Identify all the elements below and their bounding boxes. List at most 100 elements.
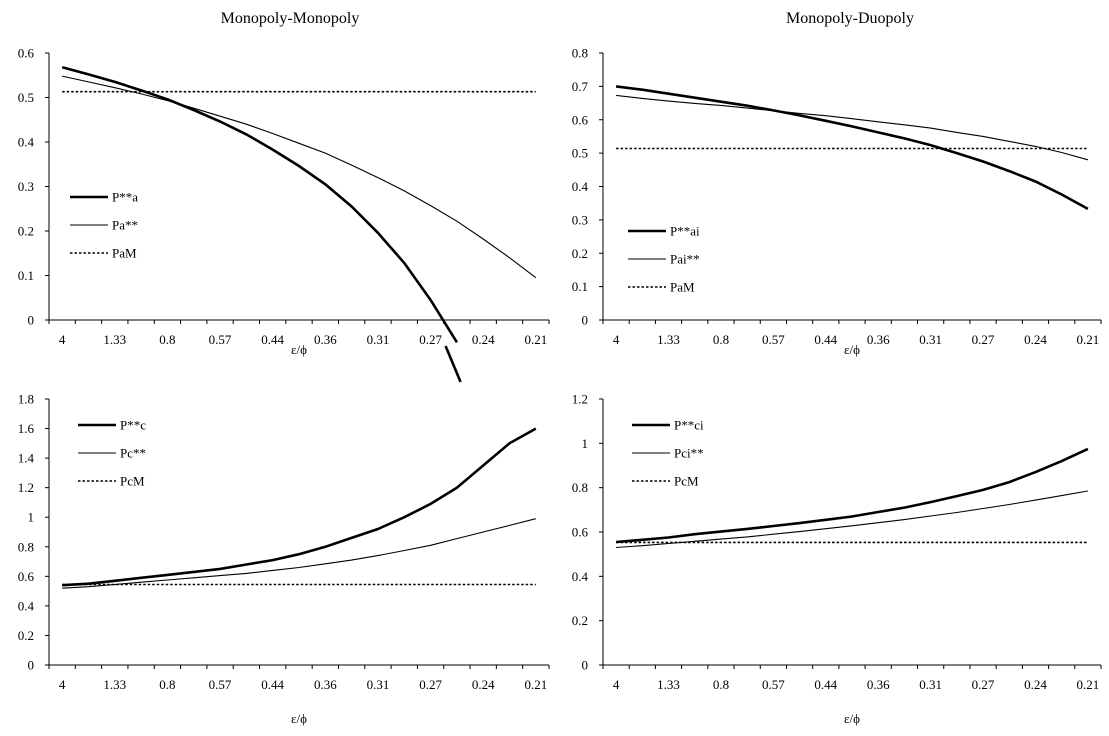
- y-tick-label: 0: [28, 313, 35, 328]
- x-tick-label: 0.31: [367, 332, 390, 347]
- series-line-Pai**: [616, 94, 1089, 161]
- y-tick-label: 0.1: [572, 279, 588, 294]
- x-tick-label: 0.8: [713, 677, 729, 692]
- y-tick-label: 1.6: [18, 421, 35, 436]
- legend-label: PaM: [670, 280, 695, 295]
- legend-label: Pc**: [120, 446, 146, 461]
- y-tick-label: 0.2: [572, 613, 588, 628]
- x-tick-label: 0.57: [209, 332, 232, 347]
- y-tick-label: 0.7: [572, 79, 589, 94]
- x-tick-label: 0.44: [814, 332, 837, 347]
- x-tick-label: 0.57: [762, 332, 785, 347]
- legend-label: Pci**: [674, 446, 704, 461]
- y-tick-label: 0.8: [18, 539, 34, 554]
- x-tick-label: 4: [59, 677, 66, 692]
- series-line-continuation: [444, 345, 462, 383]
- y-tick-label: 1.4: [18, 451, 35, 466]
- x-tick-label: 0.31: [367, 677, 390, 692]
- y-tick-label: 0.1: [18, 268, 34, 283]
- chart-panel-1: Monopoly-Monopoly 0 0.1 0.2 0.3 0.4 0.5 0.6 4 1.3…: [18, 10, 550, 357]
- y-tick-label: 0.2: [18, 628, 34, 643]
- series-line-Pci**: [616, 490, 1088, 549]
- x-tick-label: 0.21: [524, 677, 547, 692]
- x-tick-label: 0.8: [159, 332, 175, 347]
- x-tick-label: 1.33: [657, 677, 680, 692]
- y-tick-label: 0: [582, 658, 589, 673]
- legend-label: P**a: [112, 190, 138, 205]
- y-tick-label: 0.4: [18, 135, 35, 150]
- y-tick-label: 0.6: [18, 46, 35, 61]
- y-tick-label: 0.5: [572, 146, 588, 161]
- y-tick-label: 0.8: [572, 46, 588, 61]
- y-tick-label: 0.3: [18, 179, 34, 194]
- x-tick-label: 0.44: [814, 677, 837, 692]
- legend-label: PaM: [112, 246, 137, 261]
- x-tick-label: 0.31: [919, 332, 942, 347]
- legend-label: PcM: [674, 474, 699, 489]
- y-tick-label: 0.2: [572, 246, 588, 261]
- series-line-P**c: [62, 427, 537, 587]
- x-tick-label: 0.21: [524, 332, 547, 347]
- x-tick-label: 0.24: [1024, 677, 1047, 692]
- y-tick-label: 1.8: [18, 392, 34, 407]
- series-line-P**a: [61, 65, 459, 343]
- y-tick-label: 1.2: [572, 392, 588, 407]
- legend-label: P**c: [120, 418, 146, 433]
- x-tick-label: 0.36: [314, 332, 337, 347]
- x-tick-label: 0.44: [261, 332, 284, 347]
- legend-label: Pai**: [670, 252, 700, 267]
- chart-title: Monopoly-Duopoly: [786, 10, 914, 27]
- series-line-Pc**: [62, 518, 536, 589]
- x-tick-label: 0.36: [867, 677, 890, 692]
- y-tick-label: 0.8: [572, 480, 588, 495]
- y-tick-label: 0.5: [18, 90, 34, 105]
- y-tick-label: 0.4: [572, 179, 589, 194]
- x-tick-label: 0.57: [762, 677, 785, 692]
- y-tick-label: 0.6: [572, 112, 589, 127]
- y-tick-label: 0.6: [18, 569, 35, 584]
- x-axis-label: ε/ϕ: [291, 342, 307, 357]
- x-tick-label: 0.24: [472, 677, 495, 692]
- x-tick-label: 0.57: [209, 677, 232, 692]
- x-tick-label: 4: [59, 332, 66, 347]
- legend-label: P**ai: [670, 224, 700, 239]
- x-axis-label: ε/ϕ: [844, 711, 860, 726]
- chart-panel-2: Monopoly-Duopoly 0 0.1 0.2 0.3 0.4 0.5 0.6 0.7 0.…: [572, 10, 1102, 357]
- x-tick-label: 0.27: [972, 332, 995, 347]
- legend-label: Pa**: [112, 218, 138, 233]
- x-tick-label: 0.8: [159, 677, 175, 692]
- y-tick-label: 1: [28, 510, 35, 525]
- y-tick-label: 1: [582, 436, 589, 451]
- y-tick-label: 0.2: [18, 224, 34, 239]
- y-tick-label: 0: [28, 658, 35, 673]
- x-tick-label: 0.24: [472, 332, 495, 347]
- y-tick-label: 0.4: [572, 569, 589, 584]
- x-tick-label: 0.27: [419, 332, 442, 347]
- x-tick-label: 1.33: [103, 332, 126, 347]
- series-line-P**ai: [615, 85, 1089, 211]
- x-tick-label: 0.36: [314, 677, 337, 692]
- chart-title: Monopoly-Monopoly: [221, 10, 360, 27]
- x-tick-label: 0.21: [1077, 677, 1100, 692]
- x-tick-label: 1.33: [103, 677, 126, 692]
- x-tick-label: 0.27: [419, 677, 442, 692]
- x-tick-label: 0.21: [1077, 332, 1100, 347]
- series-line-P**ci: [615, 447, 1089, 544]
- x-axis-label: ε/ϕ: [291, 711, 307, 726]
- x-tick-label: 0.8: [713, 332, 729, 347]
- x-tick-label: 0.27: [972, 677, 995, 692]
- x-axis-label: ε/ϕ: [844, 342, 860, 357]
- y-tick-label: 0.3: [572, 212, 588, 227]
- x-tick-label: 0.36: [867, 332, 890, 347]
- y-tick-label: 0.4: [18, 598, 35, 613]
- x-tick-label: 4: [613, 677, 620, 692]
- x-tick-label: 0.44: [261, 677, 284, 692]
- y-tick-label: 0: [582, 313, 589, 328]
- x-tick-label: 0.31: [919, 677, 942, 692]
- y-tick-label: 0.6: [572, 525, 589, 540]
- chart-panel-4: 0 0.2 0.4 0.6 0.8 1 1.2 4 1.33 0.8 0.57 0.44 0.36 0.3…: [572, 392, 1102, 726]
- chart-panel-3: 0 0.2 0.4 0.6 0.8 1 1.2 1.4 1.6 1.8 4 1.33 0.8 0.57 0.…: [18, 392, 550, 726]
- x-tick-label: 1.33: [657, 332, 680, 347]
- y-tick-label: 1.2: [18, 480, 34, 495]
- series-line-Pa**: [62, 75, 537, 279]
